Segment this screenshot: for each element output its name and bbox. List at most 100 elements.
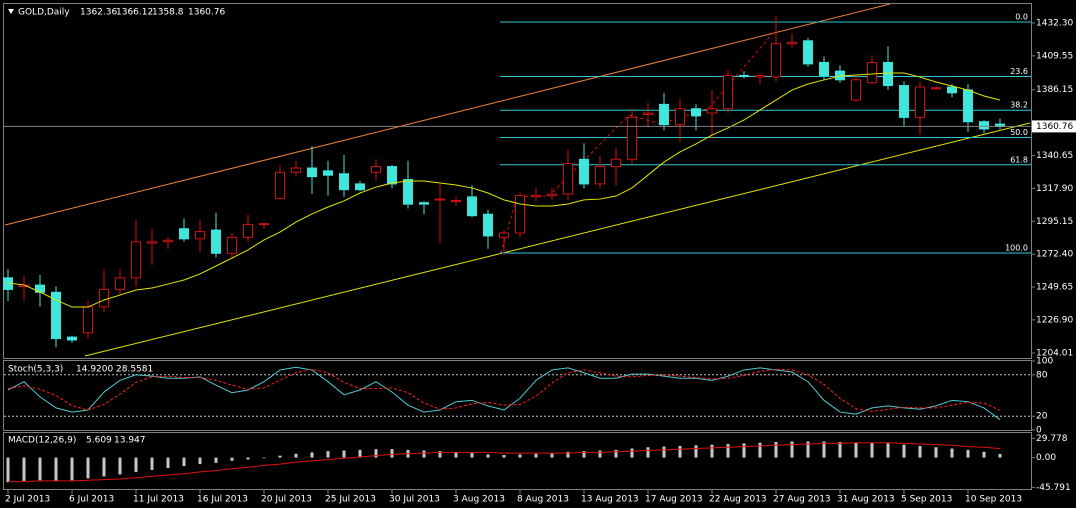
- fib-label: 0.0: [1015, 13, 1028, 22]
- candle-body: [275, 171, 285, 199]
- x-tick-label: 2 Jul 2013: [5, 495, 50, 505]
- macd-readout: 5.609: [86, 436, 112, 446]
- candle-body: [435, 198, 445, 201]
- candle-body: [51, 291, 61, 340]
- candle-body: [323, 170, 333, 176]
- macd-bar: [342, 450, 346, 458]
- y-tick-label: 29.778: [1036, 434, 1068, 444]
- x-tick-label: 8 Aug 2013: [517, 495, 569, 505]
- macd-bar: [454, 451, 458, 458]
- macd-bar: [502, 455, 506, 458]
- candle-body: [643, 112, 653, 115]
- macd-bar: [150, 457, 154, 470]
- candle-body: [467, 196, 477, 217]
- x-tick-label: 30 Jul 2013: [389, 495, 440, 505]
- open-readout: 1362.36: [80, 8, 117, 18]
- candle-body: [115, 277, 125, 290]
- candle-body: [691, 108, 701, 117]
- macd-bar: [262, 457, 266, 459]
- macd-bar: [70, 457, 74, 481]
- candle-body: [723, 74, 733, 110]
- low-readout: 1358.8: [152, 8, 184, 18]
- macd-bar: [118, 457, 122, 475]
- macd-frame: [3, 432, 1032, 490]
- candle-body: [579, 158, 589, 185]
- candle-body: [707, 108, 717, 114]
- macd-bar: [662, 446, 666, 458]
- x-tick-label: 10 Sep 2013: [965, 495, 1022, 505]
- x-tick-label: 17 Aug 2013: [645, 495, 703, 505]
- macd-bar: [294, 453, 298, 458]
- candle-body: [627, 116, 637, 160]
- candle-body: [67, 336, 77, 341]
- macd-bar: [630, 448, 634, 458]
- y-tick-label: 0.00: [1036, 453, 1056, 463]
- macd-bar: [886, 443, 890, 458]
- candle-body: [563, 163, 573, 195]
- candle-body: [387, 166, 397, 185]
- candle-body: [355, 183, 365, 191]
- candle-body: [595, 166, 605, 185]
- macd-bar: [742, 443, 746, 458]
- candle-body: [899, 85, 909, 118]
- macd-bar: [518, 454, 522, 458]
- macd-bar: [230, 457, 234, 461]
- macd-bar: [982, 451, 986, 458]
- macd-bar: [486, 454, 490, 458]
- y-tick-label: 1432.30: [1036, 18, 1073, 28]
- macd-bar: [934, 447, 938, 458]
- candle-body: [163, 239, 173, 243]
- x-tick-label: 3 Aug 2013: [453, 495, 505, 505]
- candle-body: [259, 223, 269, 226]
- candle-body: [611, 158, 621, 168]
- candle-body: [755, 74, 765, 78]
- candle-body: [915, 86, 925, 118]
- candle-body: [83, 306, 93, 334]
- y-tick-label: 20: [1036, 412, 1048, 422]
- macd-bar: [166, 457, 170, 468]
- macd-bar: [438, 451, 442, 458]
- macd-bar: [102, 457, 106, 477]
- macd-bar: [870, 442, 874, 458]
- x-tick-label: 16 Jul 2013: [197, 495, 248, 505]
- y-tick-label: 1295.15: [1036, 217, 1073, 227]
- macd-bar: [598, 450, 602, 458]
- candle-body: [515, 194, 525, 234]
- macd-bar: [918, 445, 922, 458]
- y-tick-label: 80: [1036, 370, 1048, 380]
- macd-bar: [214, 457, 218, 463]
- candle-body: [803, 40, 813, 65]
- candle-body: [35, 284, 45, 293]
- y-tick-label: 100: [1036, 357, 1053, 367]
- candle-body: [307, 167, 317, 178]
- candle-body: [291, 167, 301, 173]
- x-tick-label: 27 Aug 2013: [773, 495, 831, 505]
- signal-readout: 13.947: [114, 436, 146, 446]
- candle-body: [659, 103, 669, 126]
- x-tick-label: 13 Aug 2013: [581, 495, 639, 505]
- macd-bar: [182, 457, 186, 467]
- x-tick-label: 20 Jul 2013: [261, 495, 312, 505]
- y-tick-label: 1340.65: [1036, 151, 1073, 161]
- macd-bar: [758, 442, 762, 458]
- candle-body: [531, 194, 541, 198]
- macd-bar: [54, 457, 58, 481]
- macd-title: MACD(12,26,9): [8, 436, 76, 446]
- y-tick-label: 1409.55: [1036, 51, 1073, 61]
- candle-body: [547, 193, 557, 196]
- macd-bar: [838, 442, 842, 458]
- candle-body: [147, 241, 157, 244]
- macd-bar: [902, 444, 906, 458]
- candle-body: [211, 229, 221, 254]
- macd-bar: [310, 452, 314, 458]
- x-tick-label: 22 Aug 2013: [709, 495, 767, 505]
- x-tick-label: 5 Sep 2013: [901, 495, 952, 505]
- y-tick-label: -45.791: [1036, 483, 1071, 493]
- signal-line: [8, 442, 1001, 483]
- candle-body: [819, 61, 829, 76]
- candle-body: [979, 121, 989, 130]
- macd-bar: [854, 442, 858, 458]
- macd-bar: [566, 451, 570, 458]
- menu-arrow[interactable]: [8, 9, 14, 14]
